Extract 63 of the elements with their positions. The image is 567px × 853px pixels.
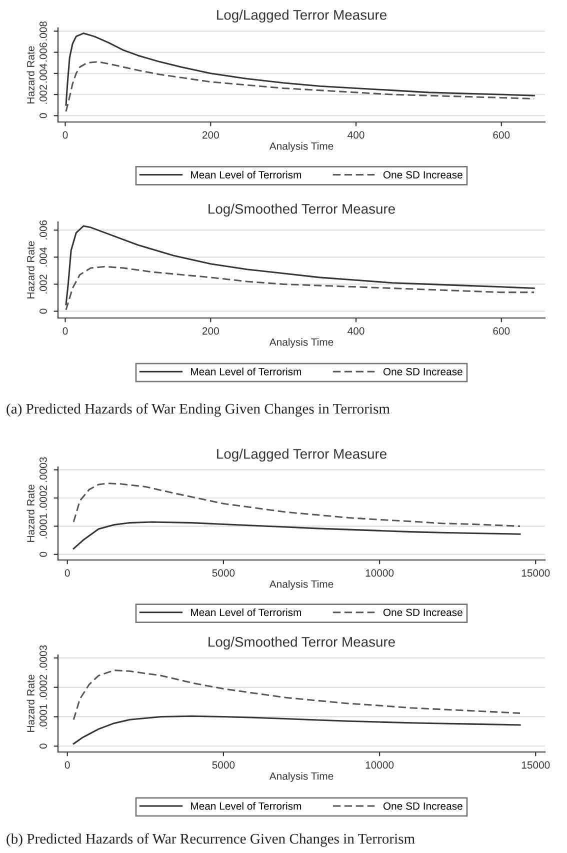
legend-label: One SD Increase	[383, 368, 462, 376]
y-tick-label: 0	[40, 308, 47, 314]
line-series	[72, 670, 521, 720]
line-series	[65, 32, 535, 106]
y-tick-label: .0003	[40, 645, 47, 670]
x-axis-title: Analysis Time	[269, 142, 334, 152]
legend-label: Mean Level of Terrorism	[191, 368, 302, 376]
y-tick-label: .0002	[40, 674, 47, 700]
x-tick-label: 0	[62, 131, 68, 139]
line-series	[65, 266, 535, 311]
y-tick-label: .008	[40, 21, 47, 40]
legend-label: One SD Increase	[383, 171, 462, 179]
y-tick-label: .004	[40, 64, 47, 83]
x-tick-label: 5000	[212, 569, 235, 577]
y-tick-label: .006	[40, 42, 47, 62]
chart-title: Log/Smoothed Terror Measure	[208, 204, 395, 217]
y-tick-label: .0002	[40, 485, 47, 510]
y-tick-label: 0	[40, 744, 47, 749]
line-series	[65, 225, 535, 306]
x-tick-label: 0	[62, 327, 68, 335]
chart-title: Log/Lagged Terror Measure	[217, 10, 386, 23]
x-axis-title: Analysis Time	[269, 338, 334, 348]
x-tick-label: 15000	[522, 569, 550, 577]
x-tick-label: 0	[64, 761, 70, 769]
line-series	[72, 715, 521, 745]
y-tick-label: .002	[40, 274, 47, 294]
line-series	[72, 482, 521, 527]
x-tick-label: 10000	[366, 569, 394, 577]
x-tick-label: 600	[493, 327, 510, 335]
line-series	[65, 61, 535, 112]
y-tick-label: .0001	[40, 704, 47, 729]
y-tick-label: 0	[40, 552, 47, 557]
x-axis-title: Analysis Time	[269, 580, 334, 590]
y-tick-label: .0003	[40, 457, 47, 482]
x-tick-label: 200	[202, 131, 219, 139]
y-tick-label: .006	[40, 220, 47, 240]
x-tick-label: 400	[348, 327, 364, 335]
x-tick-label: 5000	[212, 761, 235, 769]
text: (b) Predicted Hazards of War Recurrence Given Changes in Terrorism	[6, 833, 415, 847]
line-series	[72, 521, 521, 550]
legend-label: One SD Increase	[383, 802, 462, 810]
y-tick-label: .002	[40, 84, 47, 104]
y-tick-label: .004	[40, 247, 47, 266]
x-tick-label: 0	[64, 569, 70, 577]
y-axis-title: Hazard Rate	[26, 484, 34, 542]
x-axis-title: Analysis Time	[269, 772, 334, 782]
legend-label: Mean Level of Terrorism	[191, 608, 302, 616]
legend-label: Mean Level of Terrorism	[191, 170, 302, 179]
legend-label: Mean Level of Terrorism	[191, 802, 302, 810]
y-tick-label: .0001	[40, 514, 47, 538]
y-tick-label: 0	[40, 113, 47, 118]
chart-title: Log/Smoothed Terror Measure	[208, 636, 395, 650]
x-tick-label: 10000	[366, 761, 394, 769]
y-axis-title: Hazard Rate	[26, 46, 34, 104]
text: (a) Predicted Hazards of War Ending Given Changes in Terrorism	[6, 403, 390, 417]
legend-label: One SD Increase	[383, 608, 462, 616]
x-tick-label: 600	[493, 131, 510, 139]
y-axis-title: Hazard Rate	[26, 241, 34, 298]
x-tick-label: 200	[202, 327, 219, 335]
chart-title: Log/Lagged Terror Measure	[217, 448, 386, 462]
y-axis-title: Hazard Rate	[26, 674, 34, 732]
x-tick-label: 15000	[522, 761, 550, 769]
x-tick-label: 400	[348, 131, 364, 139]
